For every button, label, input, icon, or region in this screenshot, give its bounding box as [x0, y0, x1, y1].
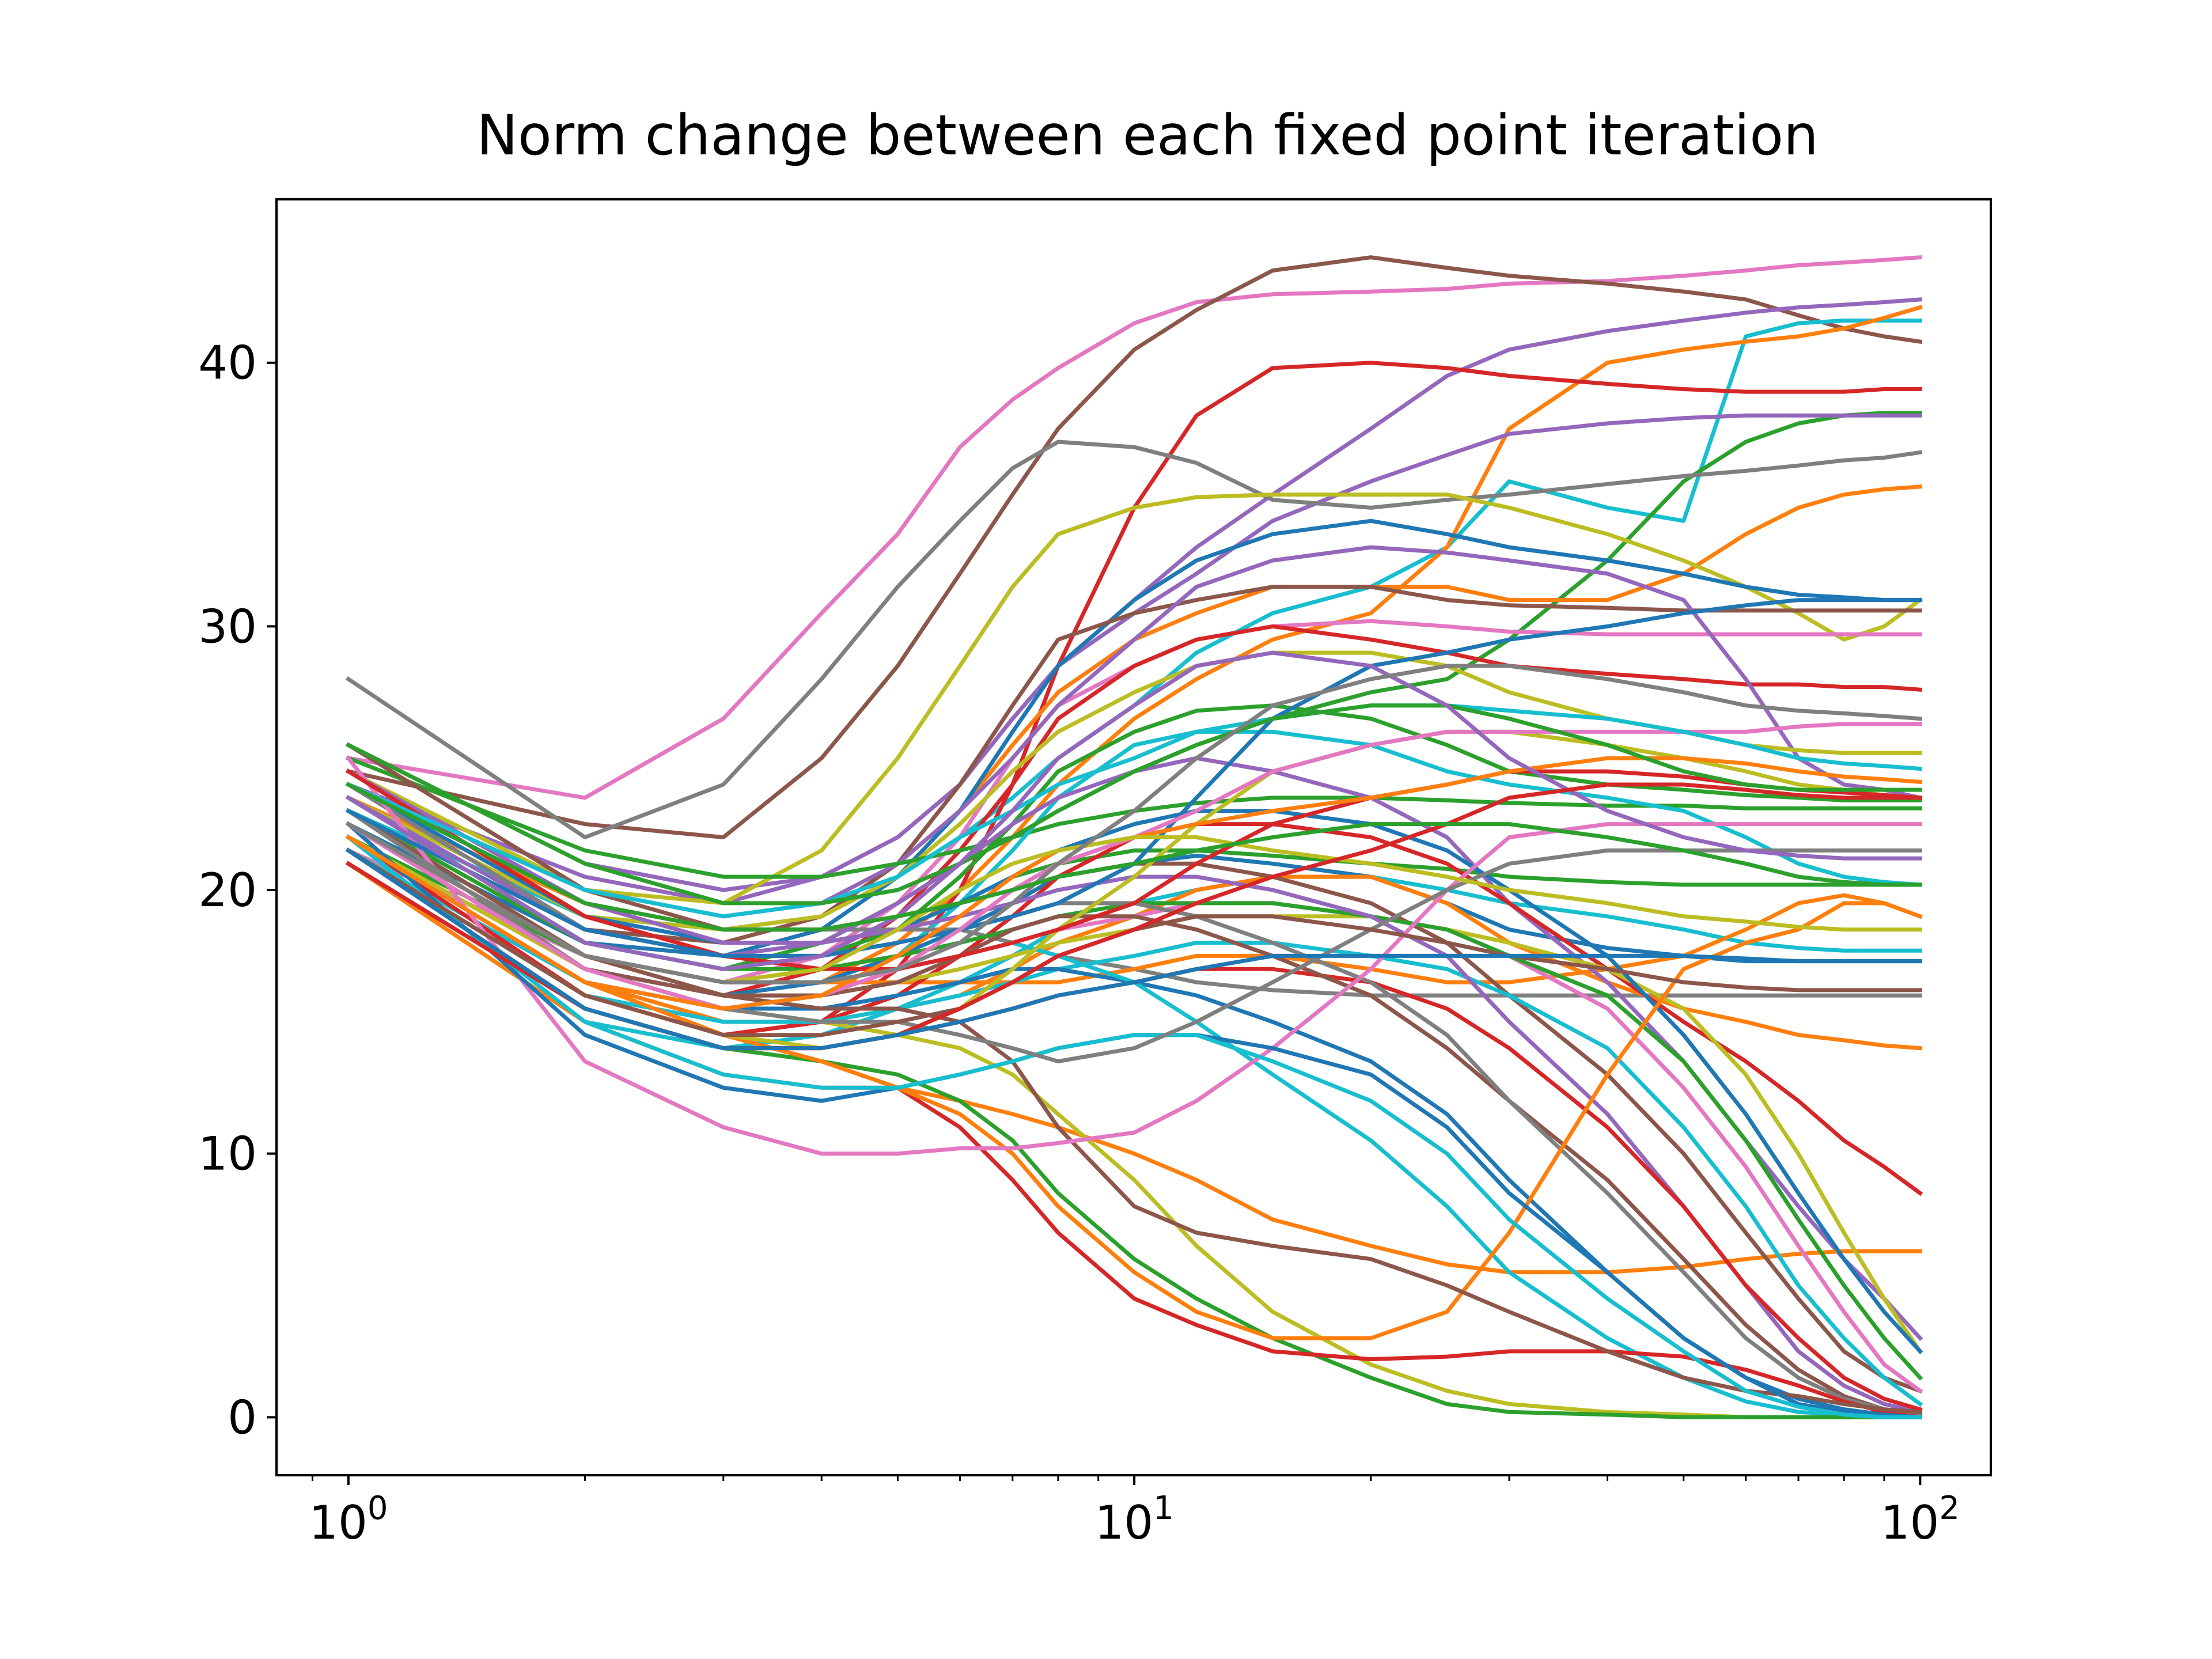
series-line-59 — [345, 650, 1922, 971]
series-line-12 — [346, 518, 1922, 958]
x-tick-label: 100 — [309, 1490, 388, 1550]
series-line-8 — [346, 413, 1922, 892]
x-tick-label: 102 — [1881, 1490, 1960, 1550]
series-line-9 — [345, 440, 1923, 839]
series-line-45 — [345, 834, 1923, 1340]
plot-frame — [275, 198, 1992, 1476]
y-tick-label: 40 — [198, 336, 257, 390]
series-line-60 — [346, 821, 1922, 984]
chart-title: Norm change between each fixed point ite… — [476, 103, 1819, 168]
y-tick-label: 0 — [228, 1391, 257, 1444]
series-line-49 — [345, 834, 1922, 1419]
series-line-11 — [346, 493, 1923, 906]
series-line-35 — [345, 795, 1923, 1381]
series-line-56 — [345, 756, 1923, 1011]
series-line-57 — [345, 847, 1922, 1037]
axis-layer: 0 10 20 30 40 100 101 102 — [198, 336, 1960, 1550]
series-line-36 — [345, 834, 1923, 1420]
series-line-21 — [346, 808, 1922, 971]
y-tick-label: 30 — [198, 600, 257, 653]
series-line-63 — [346, 782, 1922, 932]
series-line-64 — [345, 847, 1922, 1051]
series-line-62 — [346, 664, 1923, 984]
series-line-54 — [345, 722, 1922, 1011]
series-line-50 — [345, 808, 1922, 1063]
series-line-19 — [346, 755, 1922, 879]
series-layer — [345, 255, 1923, 1420]
series-line-48 — [345, 821, 1923, 1420]
series-line-1 — [346, 255, 1923, 800]
y-tick-label: 20 — [198, 863, 257, 917]
x-tick-label: 101 — [1094, 1490, 1173, 1550]
series-line-37 — [346, 768, 1923, 1415]
series-line-16 — [346, 545, 1923, 919]
series-line-58 — [346, 703, 1922, 906]
y-tick-label: 10 — [198, 1127, 257, 1181]
